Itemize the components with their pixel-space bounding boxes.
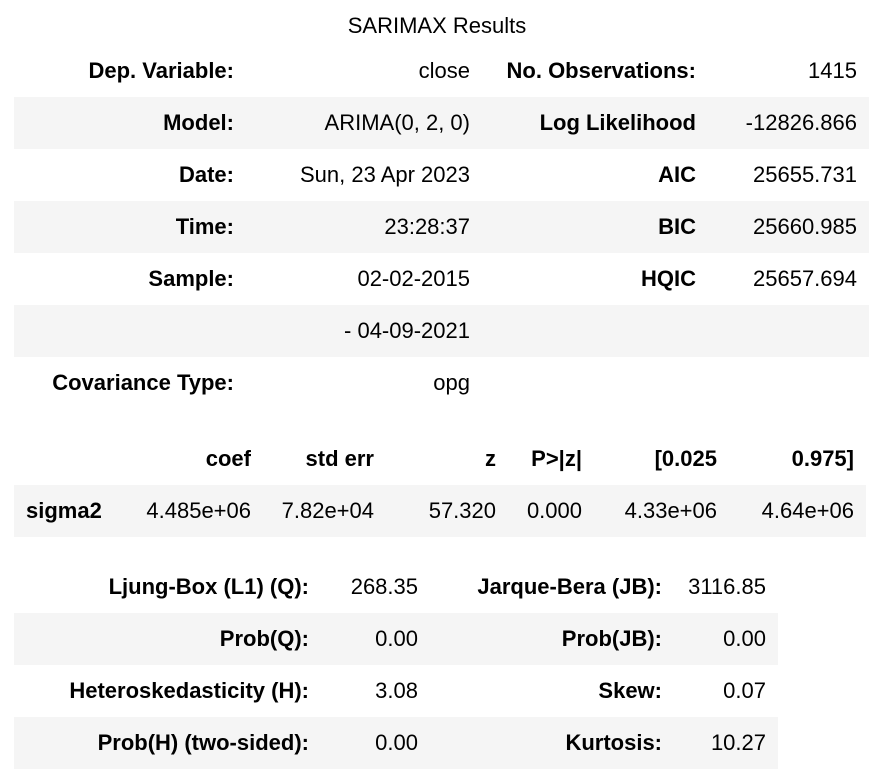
table-row: Prob(H) (two-sided): 0.00 Kurtosis: 10.2… bbox=[14, 717, 778, 769]
column-header: P>|z| bbox=[531, 446, 582, 471]
table-header-row: coef std err z P>|z| [0.025 0.975] bbox=[14, 433, 866, 485]
table-row: Date: Sun, 23 Apr 2023 AIC 25655.731 bbox=[14, 149, 869, 201]
table-row: Heteroskedasticity (H): 3.08 Skew: 0.07 bbox=[14, 665, 778, 717]
column-header: 0.975] bbox=[791, 446, 854, 471]
row-label: Skew: bbox=[598, 678, 662, 703]
table-row: Covariance Type: opg bbox=[14, 357, 869, 409]
table-row: - 04-09-2021 bbox=[14, 305, 869, 357]
row-value: 25660.985 bbox=[710, 201, 869, 253]
row-value: 0.07 bbox=[723, 678, 766, 703]
row-label: Kurtosis: bbox=[430, 717, 676, 769]
row-label bbox=[482, 357, 710, 409]
table-row: Model: ARIMA(0, 2, 0) Log Likelihood -12… bbox=[14, 97, 869, 149]
row-value: 0.00 bbox=[323, 717, 430, 769]
row-label: Date: bbox=[178, 162, 234, 187]
row-value: 25657.694 bbox=[753, 266, 857, 291]
row-value: 268.35 bbox=[350, 574, 418, 599]
row-label: AIC bbox=[658, 162, 696, 187]
table-cell: 4.64e+06 bbox=[729, 485, 866, 537]
row-label: Model: bbox=[14, 97, 248, 149]
row-value: 25655.731 bbox=[753, 162, 857, 187]
column-header: std err bbox=[305, 446, 374, 471]
table-row: Dep. Variable: close No. Observations: 1… bbox=[14, 45, 869, 97]
row-label: Heteroskedasticity (H): bbox=[69, 678, 309, 703]
row-value: - 04-09-2021 bbox=[248, 305, 482, 357]
row-value: 0.00 bbox=[323, 613, 430, 665]
diagnostics-table: Ljung-Box (L1) (Q): 268.35 Jarque-Bera (… bbox=[14, 561, 778, 769]
row-label: sigma2 bbox=[14, 485, 127, 537]
row-value bbox=[710, 357, 869, 409]
column-header: z bbox=[485, 446, 496, 471]
row-label bbox=[482, 305, 710, 357]
row-label: No. Observations: bbox=[506, 58, 696, 83]
table-cell: 57.320 bbox=[386, 485, 508, 537]
row-value: ARIMA(0, 2, 0) bbox=[248, 97, 482, 149]
row-value: opg bbox=[433, 370, 470, 395]
column-header: [0.025 bbox=[654, 446, 717, 471]
table-row: Sample: 02-02-2015 HQIC 25657.694 bbox=[14, 253, 869, 305]
row-label bbox=[14, 305, 248, 357]
row-value: 23:28:37 bbox=[248, 201, 482, 253]
row-value: -12826.866 bbox=[710, 97, 869, 149]
row-value: 1415 bbox=[808, 58, 857, 83]
row-value: 0.00 bbox=[676, 613, 778, 665]
column-header: coef bbox=[205, 446, 251, 471]
row-value: 3.08 bbox=[375, 678, 418, 703]
table-row: sigma2 4.485e+06 7.82e+04 57.320 0.000 4… bbox=[14, 485, 866, 537]
row-label: Covariance Type: bbox=[52, 370, 234, 395]
model-summary-table: Dep. Variable: close No. Observations: 1… bbox=[14, 45, 869, 409]
row-label: Jarque-Bera (JB): bbox=[477, 574, 662, 599]
row-value bbox=[710, 305, 869, 357]
coefficients-table: coef std err z P>|z| [0.025 0.975] sigma… bbox=[14, 433, 866, 537]
row-value: Sun, 23 Apr 2023 bbox=[299, 162, 470, 187]
row-value: close bbox=[418, 58, 470, 83]
row-label: BIC bbox=[482, 201, 710, 253]
row-label: Prob(JB): bbox=[430, 613, 676, 665]
row-value: 10.27 bbox=[676, 717, 778, 769]
table-row: Prob(Q): 0.00 Prob(JB): 0.00 bbox=[14, 613, 778, 665]
table-cell: 7.82e+04 bbox=[263, 485, 386, 537]
table-caption: SARIMAX Results bbox=[347, 13, 527, 38]
column-header bbox=[14, 433, 127, 485]
row-label: Log Likelihood bbox=[482, 97, 710, 149]
table-row: Time: 23:28:37 BIC 25660.985 bbox=[14, 201, 869, 253]
row-label: Time: bbox=[14, 201, 248, 253]
table-cell: 4.33e+06 bbox=[594, 485, 729, 537]
table-cell: 0.000 bbox=[508, 485, 594, 537]
table-row: Ljung-Box (L1) (Q): 268.35 Jarque-Bera (… bbox=[14, 561, 778, 613]
row-label: Prob(H) (two-sided): bbox=[14, 717, 323, 769]
row-label: Dep. Variable: bbox=[88, 58, 234, 83]
row-label: Prob(Q): bbox=[14, 613, 323, 665]
row-label: Sample: bbox=[148, 266, 234, 291]
row-label: HQIC bbox=[641, 266, 696, 291]
row-value: 02-02-2015 bbox=[357, 266, 470, 291]
table-cell: 4.485e+06 bbox=[127, 485, 263, 537]
row-label: Ljung-Box (L1) (Q): bbox=[108, 574, 309, 599]
row-value: 3116.85 bbox=[688, 574, 766, 599]
